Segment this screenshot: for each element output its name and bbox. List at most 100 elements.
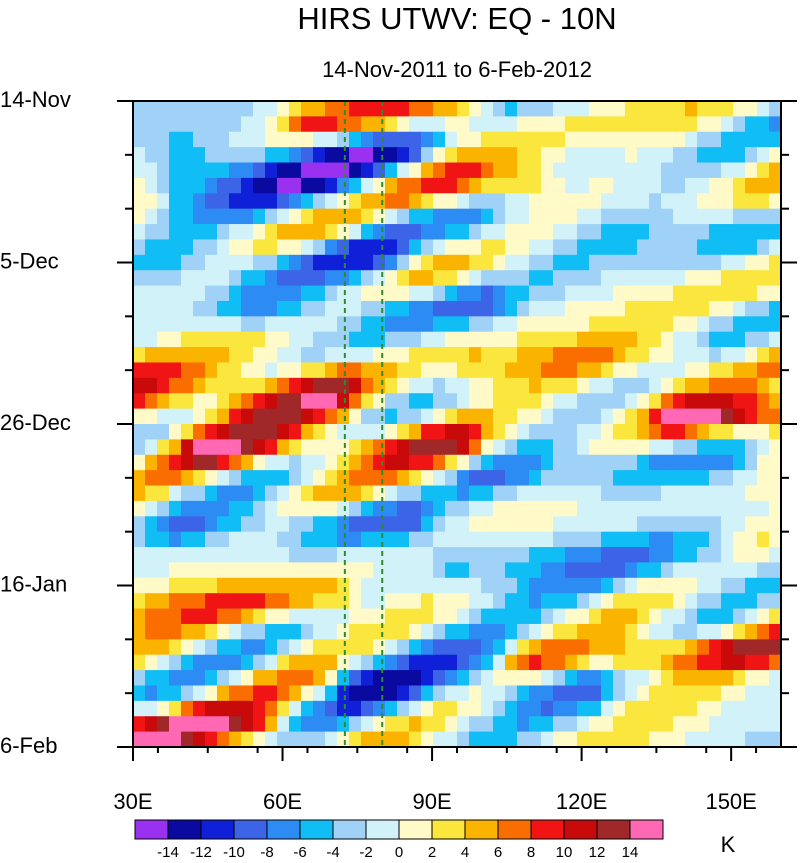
field-cell — [589, 254, 602, 271]
field-cell — [709, 177, 722, 194]
field-cell — [409, 208, 422, 225]
field-cell — [289, 147, 302, 164]
field-cell — [685, 716, 698, 733]
field-cell — [181, 347, 194, 364]
field-cell — [565, 439, 578, 456]
field-cell — [421, 285, 434, 302]
field-cell — [541, 593, 554, 610]
field-cell — [469, 516, 482, 533]
field-cell — [433, 670, 446, 687]
field-cell — [337, 270, 350, 287]
field-cell — [253, 208, 266, 225]
field-cell — [529, 131, 542, 148]
field-cell — [181, 731, 194, 747]
field-cell — [349, 716, 362, 733]
field-cell — [217, 224, 230, 241]
field-cell — [637, 454, 650, 471]
field-cell — [181, 362, 194, 379]
field-cell — [505, 424, 518, 440]
field-cell — [397, 393, 410, 410]
field-cell — [757, 285, 770, 302]
field-cell — [133, 500, 146, 517]
field-cell — [301, 608, 314, 625]
field-cell — [385, 408, 398, 425]
field-cell — [253, 470, 266, 487]
field-cell — [445, 101, 458, 117]
field-cell — [685, 577, 698, 594]
field-cell — [181, 408, 194, 425]
field-cell — [181, 500, 194, 517]
field-cell — [457, 500, 470, 517]
field-cell — [229, 300, 242, 317]
field-cell — [769, 193, 781, 210]
field-cell — [217, 593, 230, 610]
field-cell — [709, 224, 722, 241]
field-cell — [481, 700, 494, 717]
field-cell — [517, 500, 530, 517]
field-cell — [205, 577, 218, 594]
field-cell — [457, 516, 470, 533]
field-cell — [685, 670, 698, 687]
field-cell — [301, 562, 314, 579]
field-cell — [469, 362, 482, 379]
field-cell — [301, 424, 314, 440]
field-cell — [133, 331, 146, 348]
field-cell — [397, 485, 410, 502]
field-cell — [613, 731, 626, 747]
field-cell — [577, 670, 590, 687]
field-cell — [769, 316, 781, 333]
field-cell — [373, 254, 386, 271]
field-cell — [745, 101, 758, 117]
field-cell — [217, 362, 230, 379]
field-cell — [289, 285, 302, 302]
field-cell — [241, 623, 254, 640]
field-cell — [553, 623, 566, 640]
field-cell — [289, 347, 302, 364]
field-cell — [253, 593, 266, 610]
field-cell — [313, 208, 326, 225]
field-cell — [217, 131, 230, 148]
field-cell — [409, 562, 422, 579]
field-cell — [301, 500, 314, 517]
field-cell — [229, 101, 242, 117]
field-cell — [253, 362, 266, 379]
field-cell — [289, 439, 302, 456]
field-cell — [277, 331, 290, 348]
field-cell — [289, 685, 302, 702]
field-cell — [169, 716, 182, 733]
field-cell — [745, 285, 758, 302]
field-cell — [133, 162, 146, 179]
field-cell — [517, 639, 530, 656]
field-cell — [445, 147, 458, 164]
field-cell — [685, 516, 698, 533]
field-cell — [529, 639, 542, 656]
field-cell — [661, 639, 674, 656]
field-cell — [649, 485, 662, 502]
field-cell — [409, 654, 422, 671]
field-cell — [733, 593, 746, 610]
field-cell — [601, 101, 614, 117]
field-cell — [733, 516, 746, 533]
field-cell — [577, 485, 590, 502]
field-cell — [481, 131, 494, 148]
field-cell — [421, 608, 434, 625]
field-cell — [361, 439, 374, 456]
field-cell — [241, 177, 254, 194]
field-cell — [133, 116, 146, 133]
field-cell — [577, 516, 590, 533]
field-cell — [661, 700, 674, 717]
field-cell — [433, 224, 446, 241]
field-cell — [253, 531, 266, 548]
field-cell — [517, 239, 530, 256]
field-cell — [325, 254, 338, 271]
field-cell — [205, 654, 218, 671]
field-cell — [613, 224, 626, 241]
field-cell — [661, 623, 674, 640]
field-cell — [469, 254, 482, 271]
field-cell — [661, 377, 674, 394]
field-cell — [565, 208, 578, 225]
field-cell — [565, 147, 578, 164]
field-cell — [613, 500, 626, 517]
field-cell — [601, 439, 614, 456]
field-cell — [493, 639, 506, 656]
